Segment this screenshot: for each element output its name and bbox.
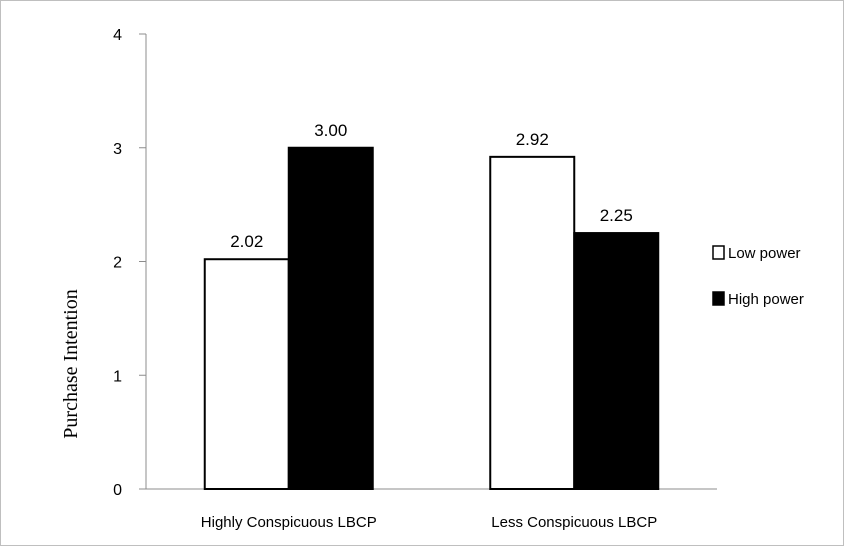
bar-low-power-1	[203, 258, 290, 490]
legend-label: High power	[728, 291, 804, 308]
data-labels: 2.02 3.00 2.92 2.25	[230, 121, 633, 251]
legend-swatch	[712, 291, 725, 306]
y-tick-label: 4	[113, 27, 122, 44]
bar-high-power-2	[573, 232, 660, 490]
y-tick-label: 2	[113, 255, 122, 272]
y-tick-label: 0	[113, 482, 122, 499]
y-ticks: 0 1 2 3 4	[113, 27, 146, 499]
legend-label: Low power	[728, 245, 801, 262]
bar-high-power-1	[287, 146, 374, 490]
data-label: 2.92	[516, 130, 549, 149]
category-label: Highly Conspicuous LBCP	[201, 514, 377, 531]
bar-low-power-2	[489, 155, 576, 490]
category-label: Less Conspicuous LBCP	[491, 514, 657, 531]
data-label: 2.25	[600, 206, 633, 225]
y-axis-title: Purchase Intention	[60, 289, 82, 438]
y-tick-label: 3	[113, 141, 122, 158]
category-labels: Highly Conspicuous LBCP Less Conspicuous …	[201, 514, 657, 531]
legend-swatch	[712, 245, 725, 260]
data-label: 2.02	[230, 232, 263, 251]
y-tick-label: 1	[113, 368, 122, 385]
bars	[203, 146, 660, 490]
data-label: 3.00	[314, 121, 347, 140]
legend: Low power High power	[712, 245, 804, 308]
